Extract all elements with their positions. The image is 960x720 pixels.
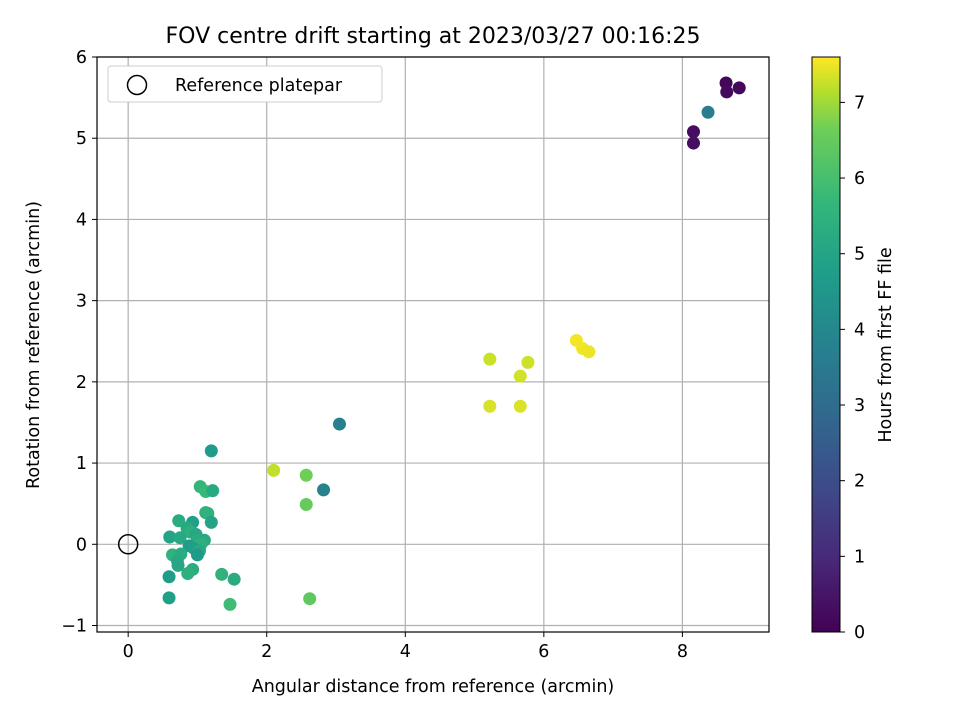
data-point — [686, 125, 700, 139]
y-tick-label: 6 — [76, 48, 87, 68]
colorbar-tick-label: 6 — [854, 169, 865, 189]
data-point — [582, 345, 596, 359]
colorbar-ticks: 0 1 2 3 4 5 6 7 — [840, 93, 865, 643]
data-point — [299, 468, 313, 482]
colorbar-gradient — [811, 56, 841, 633]
chart-title: FOV centre drift starting at 2023/03/27 … — [166, 24, 701, 49]
data-point — [181, 567, 195, 581]
plot-area-frame — [96, 56, 770, 633]
colorbar-tick-label: 2 — [854, 472, 865, 492]
data-point — [720, 85, 734, 99]
data-point — [190, 548, 204, 562]
colorbar-tick-label: 3 — [854, 396, 865, 416]
data-point — [204, 515, 218, 529]
data-point — [223, 597, 237, 611]
colorbar-tick-label: 5 — [854, 245, 865, 265]
data-point — [513, 399, 527, 413]
data-point — [513, 369, 527, 383]
x-tick-label: 6 — [538, 642, 549, 662]
colorbar-tick-label: 1 — [854, 547, 865, 567]
data-point — [215, 567, 229, 581]
x-tick-label: 0 — [123, 642, 134, 662]
data-point — [299, 497, 313, 511]
data-point — [162, 591, 176, 605]
y-axis-label: Rotation from reference (arcmin) — [24, 201, 44, 489]
y-tick-label: 5 — [76, 129, 87, 149]
legend: Reference platepar — [107, 65, 383, 103]
y-tick-label: 1 — [76, 454, 87, 474]
data-point — [483, 352, 497, 366]
colorbar-label: Hours from first FF file — [876, 247, 896, 442]
x-tick-label: 2 — [261, 642, 272, 662]
data-point — [267, 463, 281, 477]
y-tick-label: 2 — [76, 373, 87, 393]
reference-platepar-point — [117, 534, 139, 555]
data-point — [206, 484, 220, 498]
data-point — [521, 355, 535, 369]
legend-entry-reference: Reference platepar — [175, 76, 343, 96]
y-tick-label: 0 — [76, 535, 87, 555]
x-axis-label: Angular distance from reference (arcmin) — [252, 677, 615, 697]
colorbar-tick-label: 0 — [854, 623, 865, 643]
data-point — [204, 444, 218, 458]
legend-reference-marker — [126, 74, 148, 96]
colorbar-tick-label: 4 — [854, 320, 865, 340]
data-points — [162, 76, 746, 611]
data-point — [163, 530, 177, 544]
data-point — [162, 570, 176, 584]
x-axis-ticks: 0 2 4 6 8 — [123, 632, 688, 662]
colorbar: 0 1 2 3 4 5 6 7 Hours from first FF file — [811, 56, 896, 643]
data-point — [171, 558, 185, 572]
y-tick-label: 3 — [76, 292, 87, 312]
legend-box — [107, 65, 383, 103]
data-point — [173, 531, 187, 545]
data-point — [686, 136, 700, 150]
x-tick-label: 8 — [677, 642, 688, 662]
data-point — [332, 417, 346, 431]
y-tick-label: 4 — [76, 210, 87, 230]
reference-platepar-marker — [117, 534, 139, 555]
data-point — [227, 572, 241, 586]
x-tick-label: 4 — [400, 642, 411, 662]
data-point — [701, 105, 715, 119]
data-point — [303, 592, 317, 606]
data-point — [483, 399, 497, 413]
y-tick-label: −1 — [61, 617, 87, 637]
data-point — [317, 483, 331, 497]
data-point — [732, 81, 746, 95]
colorbar-tick-label: 7 — [854, 93, 865, 113]
y-axis-ticks: −1 0 1 2 3 4 5 6 — [61, 48, 97, 637]
